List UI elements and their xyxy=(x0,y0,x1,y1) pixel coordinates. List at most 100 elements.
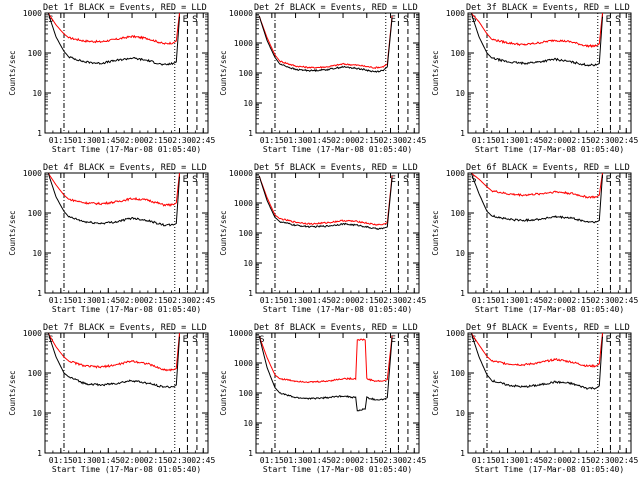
chart-title: Det 9f BLACK = Events, RED = LLD xyxy=(466,323,630,333)
x-tick-label: 01:30 xyxy=(73,296,97,305)
x-tick-label: 01:15 xyxy=(472,296,496,305)
lld-series-line xyxy=(258,335,393,384)
y-tick-label: 1000 xyxy=(446,9,465,18)
y-axis-label: Counts/sec xyxy=(431,370,440,415)
x-tick-label: 01:15 xyxy=(472,456,496,465)
plot-frame xyxy=(467,332,632,454)
events-series-line xyxy=(258,175,393,230)
x-tick-label: 02:00 xyxy=(120,136,144,145)
events-series-line xyxy=(470,332,603,390)
x-tick-label: 01:30 xyxy=(496,136,520,145)
x-tick-label: 02:15 xyxy=(355,456,379,465)
x-tick-label: 01:15 xyxy=(49,456,73,465)
x-tick-label: 02:30 xyxy=(167,296,191,305)
events-series-line xyxy=(258,335,393,412)
x-tick-label: 02:45 xyxy=(614,136,638,145)
x-axis-label: Start Time (17-Mar-08 01:05:40) xyxy=(475,305,624,314)
x-tick-label: 02:00 xyxy=(543,136,567,145)
x-tick-label: 02:30 xyxy=(378,296,402,305)
y-tick-label: 10000 xyxy=(229,9,253,18)
chart-title: Det 8f BLACK = Events, RED = LLD xyxy=(254,323,418,333)
y-tick-label: 1000 xyxy=(23,9,42,18)
event-marker-label: S xyxy=(403,175,408,185)
event-marker-label: E xyxy=(391,15,396,25)
x-tick-label: 01:15 xyxy=(49,296,73,305)
x-axis-label: Start Time (17-Mar-08 01:05:40) xyxy=(263,145,412,154)
x-tick-label: 02:15 xyxy=(144,136,168,145)
x-tick-label: 02:15 xyxy=(144,296,168,305)
chart-panel-7: Det 7f BLACK = Events, RED = LLD 1 10 100 10… xyxy=(8,323,215,474)
x-tick-label: 01:30 xyxy=(496,296,520,305)
y-tick-label: 1000 xyxy=(446,169,465,178)
chart-panel-8: Det 8f BLACK = Events, RED = LLD 1 10 100 10… xyxy=(219,323,426,474)
y-tick-label: 1 xyxy=(248,129,253,138)
chart-panel-2: Det 2f BLACK = Events, RED = LLD 1 10 100 10… xyxy=(219,3,426,154)
chart-panel-1: Det 1f BLACK = Events, RED = LLD 1 10 100 10… xyxy=(8,3,215,154)
event-marker-label: S xyxy=(192,335,197,345)
y-tick-label: 100 xyxy=(239,389,254,398)
y-axis-label: Counts/sec xyxy=(219,50,228,95)
chart-panel-6: Det 6f BLACK = Events, RED = LLD 1 10 100 10… xyxy=(431,163,638,314)
event-marker-label: S xyxy=(615,175,620,185)
x-tick-label: 01:15 xyxy=(472,136,496,145)
x-tick-label: 02:00 xyxy=(543,456,567,465)
y-axis-label: Counts/sec xyxy=(219,370,228,415)
chart-title: Det 1f BLACK = Events, RED = LLD xyxy=(43,3,207,13)
y-tick-label: 100 xyxy=(28,369,43,378)
x-tick-label: 02:00 xyxy=(120,456,144,465)
chart-title: Det 4f BLACK = Events, RED = LLD xyxy=(43,163,207,173)
y-tick-label: 100 xyxy=(239,69,254,78)
y-tick-label: 10000 xyxy=(229,169,253,178)
plot-frame xyxy=(255,172,420,294)
y-tick-label: 1000 xyxy=(234,199,253,208)
event-marker-label: E xyxy=(606,15,611,25)
x-tick-label: 01:15 xyxy=(260,136,284,145)
chart-title: Det 5f BLACK = Events, RED = LLD xyxy=(254,163,418,173)
y-tick-label: 1000 xyxy=(234,359,253,368)
event-marker-label: S xyxy=(403,335,408,345)
y-tick-label: 1 xyxy=(37,449,42,458)
y-axis-label: Counts/sec xyxy=(8,370,17,415)
x-tick-label: 02:45 xyxy=(614,296,638,305)
lld-series-line xyxy=(258,175,393,226)
event-marker-label: E xyxy=(183,335,188,345)
event-marker-label: S xyxy=(403,15,408,25)
event-marker-label: E xyxy=(606,335,611,345)
plot-frame xyxy=(44,12,209,134)
x-tick-label: 01:45 xyxy=(307,456,331,465)
chart-panel-9: Det 9f BLACK = Events, RED = LLD 1 10 100 10… xyxy=(431,323,638,474)
lld-series-line xyxy=(47,332,180,372)
x-tick-label: 02:45 xyxy=(402,136,426,145)
y-axis-label: Counts/sec xyxy=(431,50,440,95)
event-marker-label: E xyxy=(391,175,396,185)
x-tick-label: 02:15 xyxy=(567,456,591,465)
chart-title: Det 2f BLACK = Events, RED = LLD xyxy=(254,3,418,13)
x-tick-label: 02:45 xyxy=(191,456,215,465)
x-tick-label: 01:45 xyxy=(519,456,543,465)
x-tick-label: 01:45 xyxy=(307,296,331,305)
events-series-line xyxy=(47,332,180,389)
y-tick-label: 10 xyxy=(455,89,465,98)
x-axis-label: Start Time (17-Mar-08 01:05:40) xyxy=(263,465,412,474)
lld-series-line xyxy=(258,15,393,69)
x-tick-label: 02:45 xyxy=(402,456,426,465)
y-tick-label: 100 xyxy=(239,229,254,238)
x-tick-label: 02:45 xyxy=(614,456,638,465)
x-axis-label: Start Time (17-Mar-08 01:05:40) xyxy=(52,305,201,314)
y-tick-label: 1 xyxy=(460,289,465,298)
x-tick-label: 02:45 xyxy=(402,296,426,305)
x-tick-label: 02:30 xyxy=(378,136,402,145)
x-tick-label: 02:30 xyxy=(590,456,614,465)
x-axis-label: Start Time (17-Mar-08 01:05:40) xyxy=(52,145,201,154)
chart-title: Det 3f BLACK = Events, RED = LLD xyxy=(466,3,630,13)
chart-title: Det 7f BLACK = Events, RED = LLD xyxy=(43,323,207,333)
x-axis-label: Start Time (17-Mar-08 01:05:40) xyxy=(52,465,201,474)
y-tick-label: 1 xyxy=(37,129,42,138)
x-axis-label: Start Time (17-Mar-08 01:05:40) xyxy=(475,465,624,474)
y-tick-label: 1 xyxy=(460,449,465,458)
y-axis-label: Counts/sec xyxy=(431,210,440,255)
y-tick-label: 100 xyxy=(451,369,466,378)
lld-series-line xyxy=(470,332,603,368)
x-tick-label: 02:30 xyxy=(590,296,614,305)
lld-series-line xyxy=(47,172,180,207)
